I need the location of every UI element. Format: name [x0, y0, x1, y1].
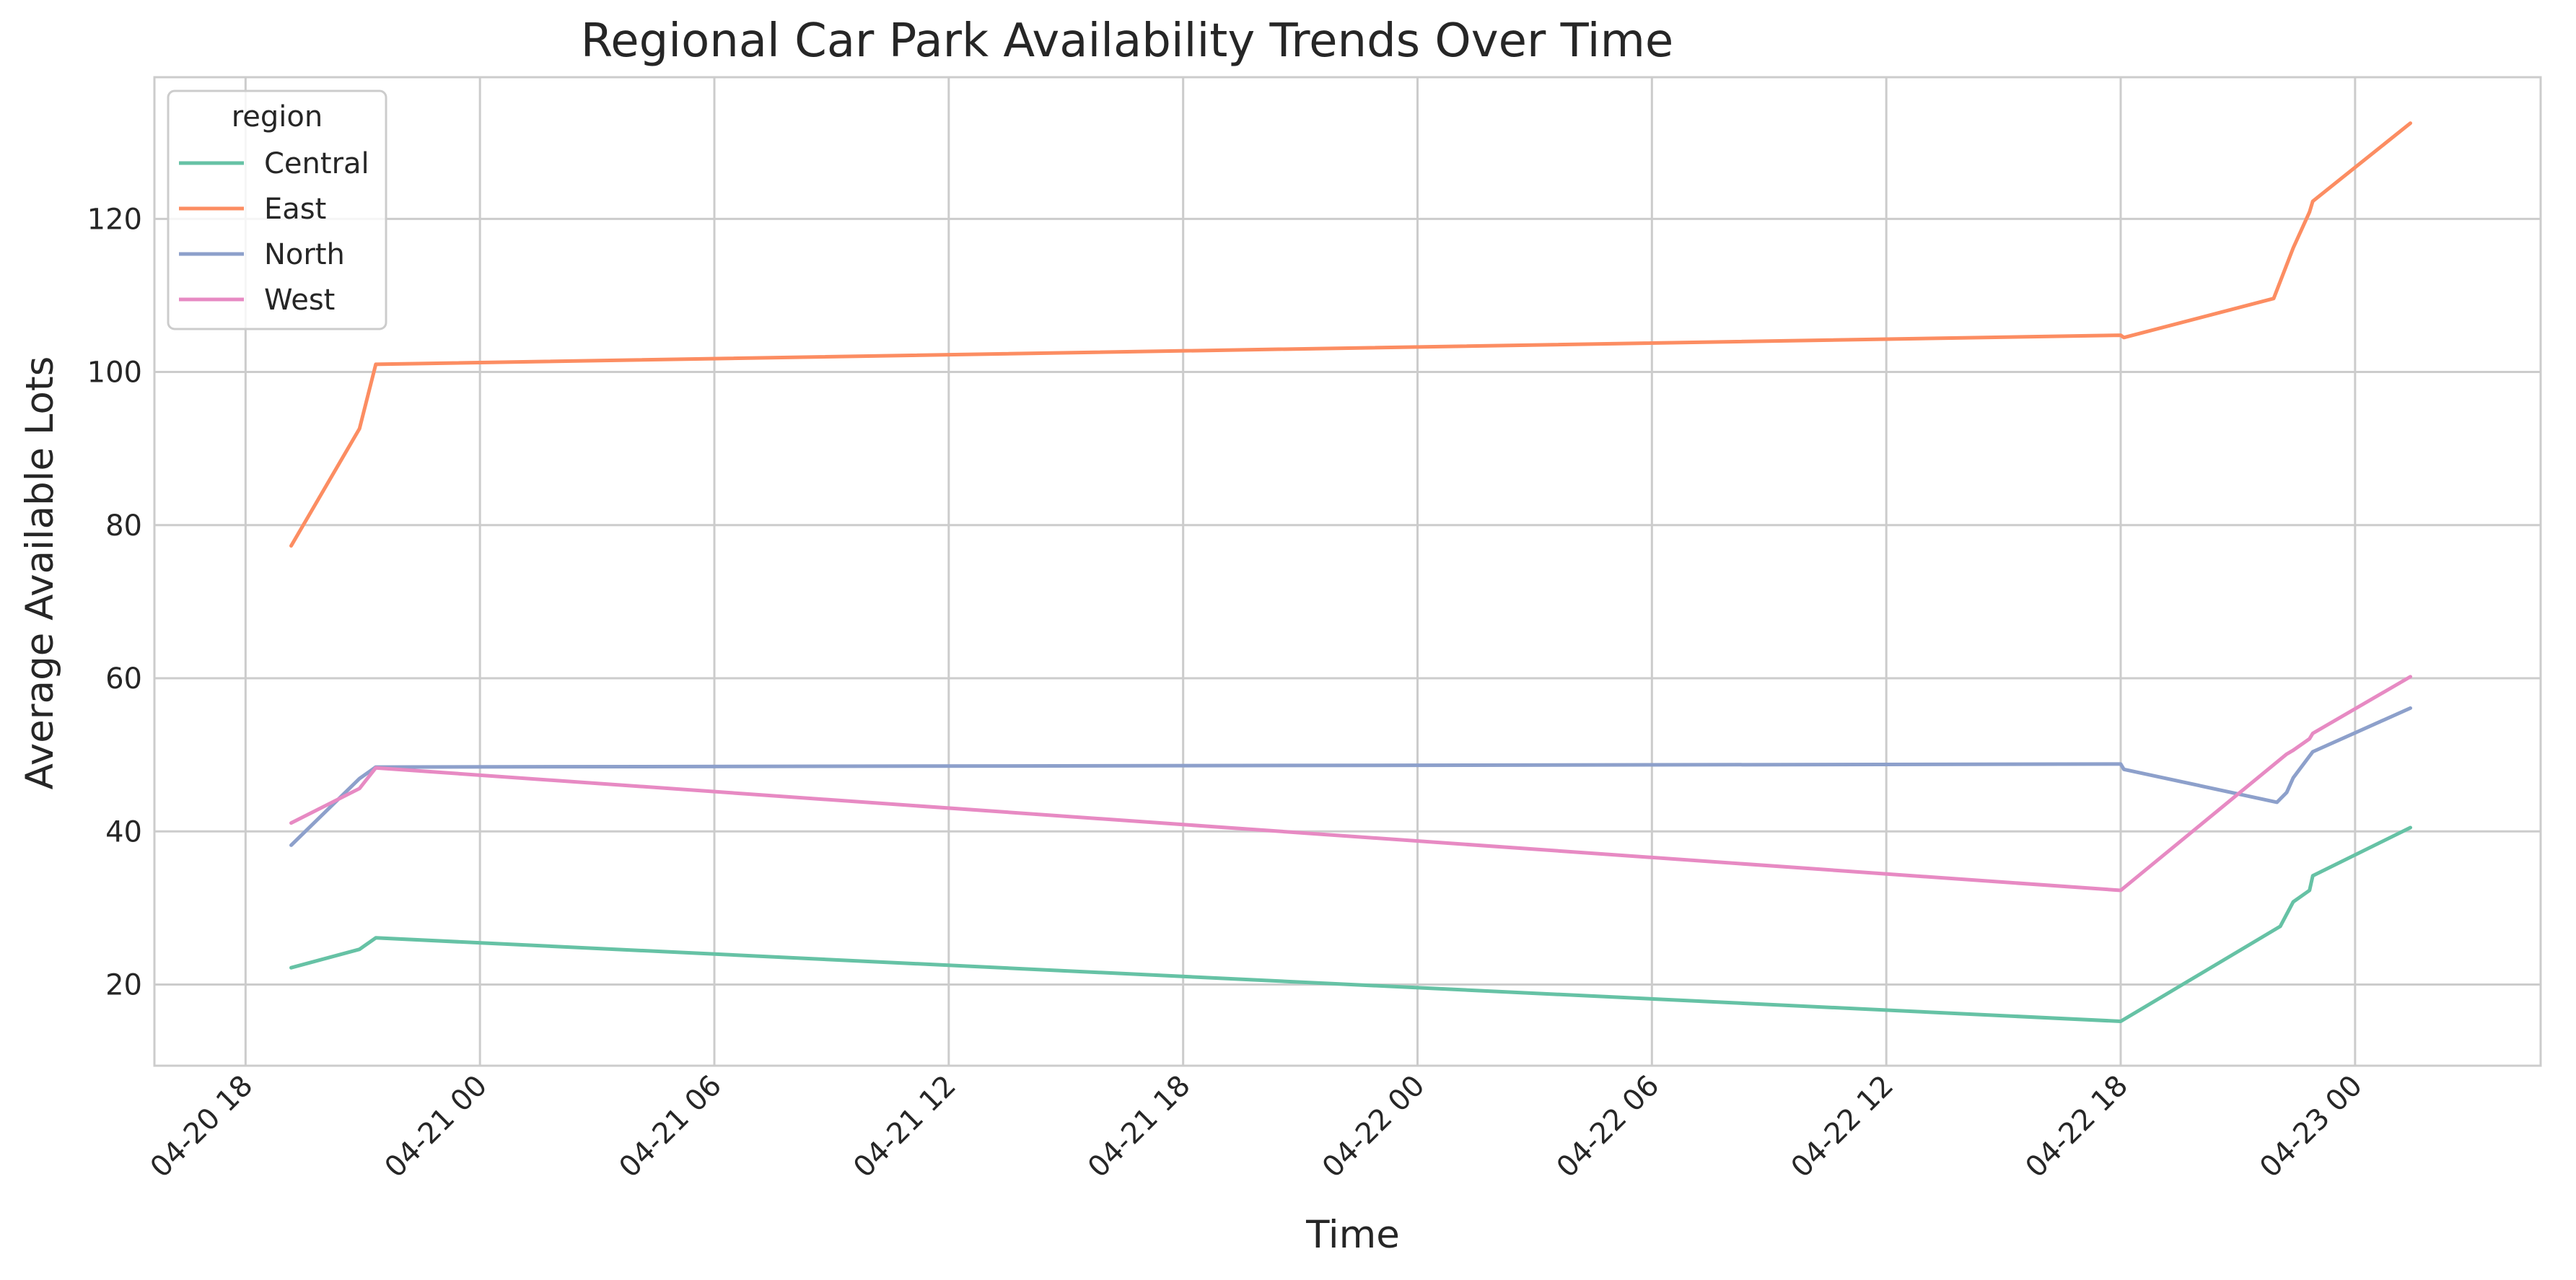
y-tick-label: 100 [87, 356, 142, 390]
chart-title: Regional Car Park Availability Trends Ov… [581, 14, 1674, 68]
legend-label-central: Central [264, 147, 369, 180]
y-tick-label: 20 [105, 969, 142, 1002]
series-line-west [289, 675, 2412, 893]
series-line-east [289, 121, 2412, 548]
x-axis-label: Time [1305, 1213, 1400, 1257]
legend: region Central East North West [167, 89, 387, 330]
y-tick-label: 60 [105, 662, 142, 696]
legend-label-north: North [264, 238, 345, 271]
series-lines [289, 121, 2412, 1023]
y-tick-label: 80 [105, 509, 142, 543]
legend-label-east: East [264, 193, 326, 226]
series-line-central [289, 825, 2412, 1023]
legend-title: region [232, 100, 323, 133]
legend-box [167, 89, 387, 330]
legend-items: Central East North West [179, 147, 369, 317]
grid [154, 77, 2541, 1066]
y-tick-label: 120 [87, 203, 142, 236]
legend-label-west: West [264, 284, 335, 317]
plot-frame [153, 76, 2542, 1067]
series-line-north [289, 706, 2412, 847]
y-axis-label: Average Available Lots [18, 356, 62, 790]
y-tick-label: 40 [105, 815, 142, 849]
y-tick-labels: 20 40 60 80 100 120 [87, 203, 142, 1001]
